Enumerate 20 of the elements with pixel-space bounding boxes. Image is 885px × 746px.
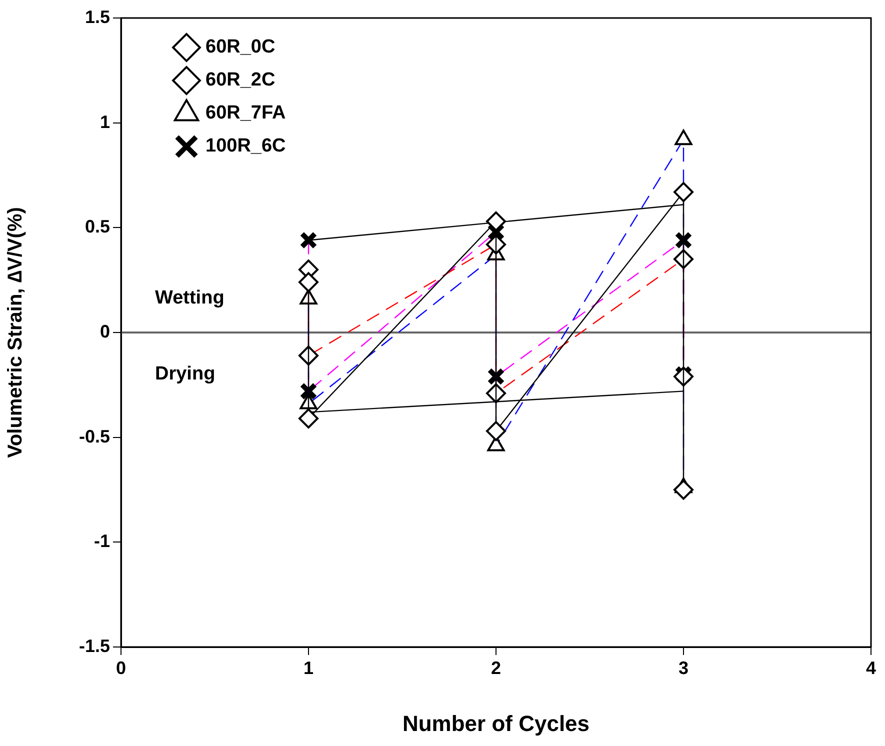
- y-tick-label: 0: [100, 321, 110, 342]
- x-axis-title: Number of Cycles: [402, 710, 590, 736]
- y-tick-label: -1: [94, 531, 110, 552]
- legend-label: 100R_6C: [206, 136, 286, 157]
- x-tick-label: 3: [678, 658, 689, 678]
- legend-label: 60R_2C: [206, 70, 276, 91]
- y-tick-label: -0.5: [78, 426, 110, 446]
- y-tick-label: -1.5: [78, 636, 110, 656]
- legend-label: 60R_7FA: [206, 102, 286, 124]
- x-tick-label: 4: [866, 658, 876, 678]
- annotation: Drying: [155, 364, 216, 385]
- y-tick-label: 0.5: [84, 216, 110, 237]
- y-axis-title: Volumetric Strain, ∆V/V(%): [4, 207, 27, 458]
- y-tick-label: 1: [100, 112, 110, 132]
- legend-label: 60R_0C: [206, 36, 276, 58]
- x-tick-label: 1: [303, 658, 314, 678]
- y-tick-label: 1.5: [84, 6, 110, 27]
- annotation: Wetting: [155, 288, 224, 309]
- x-tick-label: 0: [116, 658, 126, 678]
- x-tick-label: 2: [490, 658, 502, 678]
